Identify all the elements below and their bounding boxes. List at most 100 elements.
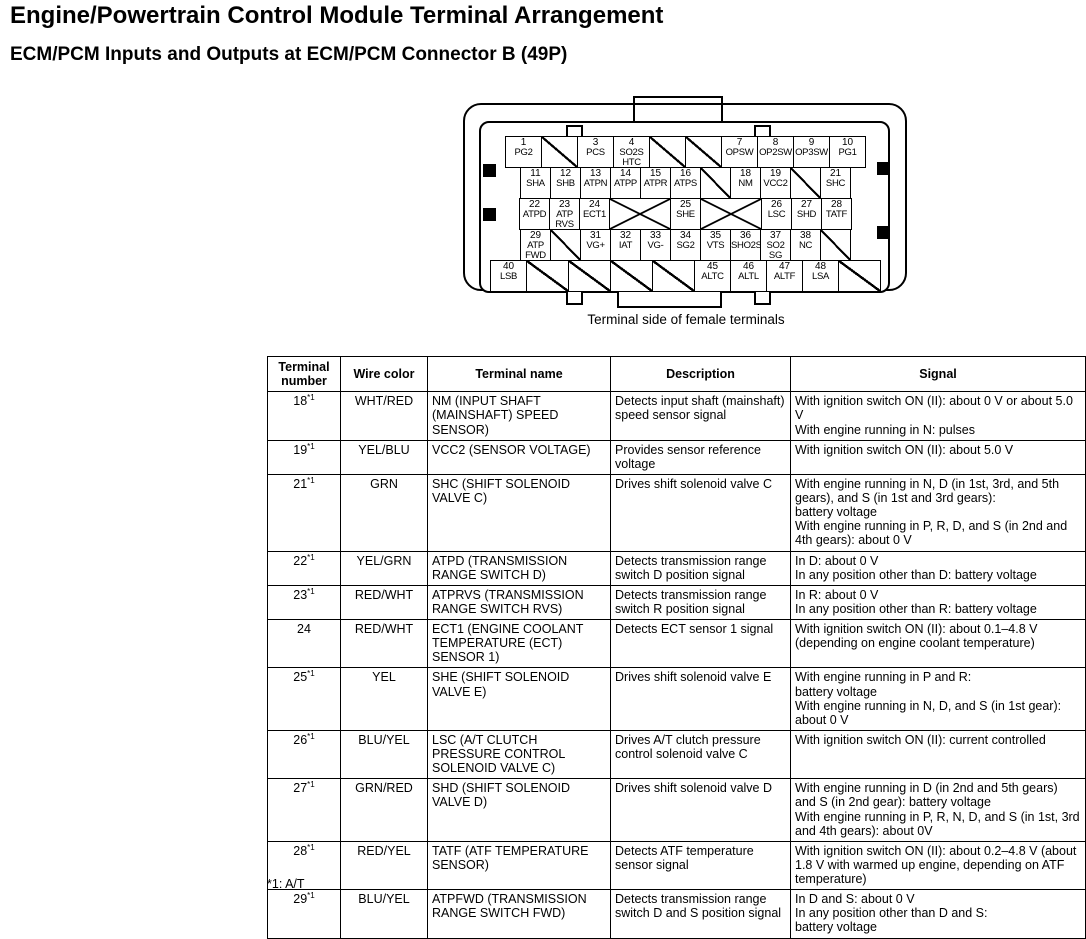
terminal-row-4: 29 ATP FWD 31 VG+ 32 IAT — [463, 229, 907, 261]
io-table-wrap: Terminal number Wire color Terminal name… — [267, 355, 1086, 939]
terminal-cell: 14 ATPP — [610, 167, 641, 199]
terminal-number-cell: 23*1 — [267, 584, 341, 621]
col-header-description: Description — [610, 355, 791, 393]
col-header-wire-color: Wire color — [340, 355, 428, 393]
terminal-cell: 38 NC — [790, 229, 821, 261]
terminal-number: 40 — [502, 261, 515, 272]
terminal-cell — [700, 198, 762, 230]
terminal-number: 4 — [628, 137, 635, 148]
connector-diagram: 1 PG2 3 PCS 4 SO2S HTC — [463, 96, 909, 314]
wire-color-cell: GRN — [340, 473, 428, 552]
terminal-cell: 31 VG+ — [580, 229, 611, 261]
terminal-label: ALTF — [773, 271, 796, 282]
connector-mount-square — [483, 164, 496, 177]
manual-page: { "page": { "title": "Engine/Powertrain … — [10, 2, 1086, 939]
terminal-label: ATPD — [522, 209, 547, 220]
connector-bottom-tab-right — [754, 292, 771, 305]
description-cell: Drives shift solenoid valve C — [610, 473, 791, 552]
terminal-footnote-marker: *1 — [307, 586, 315, 596]
terminal-number-value: 26 — [293, 732, 308, 747]
terminal-cell: 7 OPSW — [721, 136, 758, 168]
table-row: 28*1 RED/YEL TATF (ATF TEMPERATURE SENSO… — [267, 840, 1086, 891]
connector-top-bump-left — [566, 125, 583, 139]
terminal-label: PG1 — [838, 147, 857, 158]
signal-cell: With ignition switch ON (II): about 0.1–… — [790, 618, 1086, 669]
terminal-cell — [609, 198, 671, 230]
terminal-label: SO2 SG — [766, 240, 785, 261]
table-row: 22*1 YEL/GRN ATPD (TRANSMISSION RANGE SW… — [267, 550, 1086, 586]
terminal-cell: 3 PCS — [577, 136, 614, 168]
terminal-name-cell: VCC2 (SENSOR VOLTAGE) — [427, 439, 611, 475]
terminal-label: ECT1 — [582, 209, 607, 220]
terminal-number: 46 — [742, 261, 755, 272]
terminal-footnote-marker: *1 — [307, 890, 315, 900]
terminal-row-3: 22 ATPD 23 ATP RVS 24 ECT1 — [463, 198, 907, 230]
terminal-number-value: 18 — [293, 394, 308, 409]
terminal-label: SHB — [556, 178, 575, 189]
terminal-label: VTS — [706, 240, 725, 251]
terminal-number: 48 — [814, 261, 827, 272]
signal-cell: With engine running in P and R: battery … — [790, 667, 1086, 731]
terminal-number: 28 — [830, 199, 843, 210]
terminal-label: NM — [738, 178, 753, 189]
connector-bottom-tab-left — [566, 292, 583, 305]
terminal-label: ATPP — [614, 178, 637, 189]
terminal-cell: 34 SG2 — [670, 229, 701, 261]
terminal-label: ATP FWD — [525, 240, 546, 261]
terminal-number-value: 29 — [293, 892, 308, 907]
terminal-label: SG2 — [676, 240, 695, 251]
terminal-number-cell: 18*1 — [267, 391, 341, 441]
connector-mount-square — [877, 162, 890, 175]
terminal-label: IAT — [618, 240, 633, 251]
connector-mount-square — [877, 226, 890, 239]
terminal-cell: 47 ALTF — [766, 260, 803, 292]
terminal-cell — [610, 260, 653, 292]
terminal-cell — [685, 136, 722, 168]
description-cell: Drives shift solenoid valve D — [610, 778, 791, 842]
terminal-cell — [790, 167, 821, 199]
terminal-label: VG- — [647, 240, 664, 251]
terminal-number-value: 21 — [293, 476, 308, 491]
terminal-number: 27 — [800, 199, 813, 210]
terminal-cell: 46 ALTL — [730, 260, 767, 292]
terminal-footnote-marker: *1 — [307, 475, 315, 485]
terminal-cell: 36 SHO2S — [730, 229, 761, 261]
terminal-cell — [700, 167, 731, 199]
table-row: 26*1 BLU/YEL LSC (A/T CLUTCH PRESSURE CO… — [267, 729, 1086, 780]
terminal-footnote-marker: *1 — [307, 552, 315, 562]
terminal-name-cell: NM (INPUT SHAFT (MAINSHAFT) SPEED SENSOR… — [427, 391, 611, 441]
col-header-terminal-number: Terminal number — [267, 355, 341, 393]
terminal-footnote-marker: *1 — [307, 393, 315, 403]
terminal-cell: 26 LSC — [761, 198, 792, 230]
terminal-name-cell: ATPFWD (TRANSMISSION RANGE SWITCH FWD) — [427, 889, 611, 939]
terminal-label: LSA — [811, 271, 830, 282]
signal-cell: With ignition switch ON (II): about 0.2–… — [790, 840, 1086, 891]
terminal-number: 25 — [679, 199, 692, 210]
terminal-number: 3 — [592, 137, 599, 148]
terminal-cell: 35 VTS — [700, 229, 731, 261]
terminal-name-cell: SHE (SHIFT SOLENOID VALVE E) — [427, 667, 611, 731]
terminal-number-cell: 26*1 — [267, 729, 341, 780]
terminal-number: 26 — [770, 199, 783, 210]
terminal-cell: 45 ALTC — [694, 260, 731, 292]
terminal-cell: 1 PG2 — [505, 136, 542, 168]
terminal-cell: 4 SO2S HTC — [613, 136, 650, 168]
signal-cell: With ignition switch ON (II): about 5.0 … — [790, 439, 1086, 475]
terminal-label: SHC — [825, 178, 846, 189]
terminal-number: 9 — [808, 137, 815, 148]
terminal-cell: 18 NM — [730, 167, 761, 199]
terminal-number: 12 — [559, 168, 572, 179]
terminal-cell: 9 OP3SW — [793, 136, 830, 168]
wire-color-cell: BLU/YEL — [340, 889, 428, 939]
connector-top-bump-right — [754, 125, 771, 139]
terminal-cell — [550, 229, 581, 261]
terminal-cell: 28 TATF — [821, 198, 852, 230]
terminal-cell: 19 VCC2 — [760, 167, 791, 199]
io-table: Terminal number Wire color Terminal name… — [267, 355, 1086, 939]
description-cell: Drives shift solenoid valve E — [610, 667, 791, 731]
terminal-cell: 48 LSA — [802, 260, 839, 292]
description-cell: Drives A/T clutch pressure control solen… — [610, 729, 791, 780]
terminal-cell: 37 SO2 SG — [760, 229, 791, 261]
terminal-label: OP3SW — [795, 147, 828, 158]
signal-cell: In D: about 0 V In any position other th… — [790, 550, 1086, 586]
